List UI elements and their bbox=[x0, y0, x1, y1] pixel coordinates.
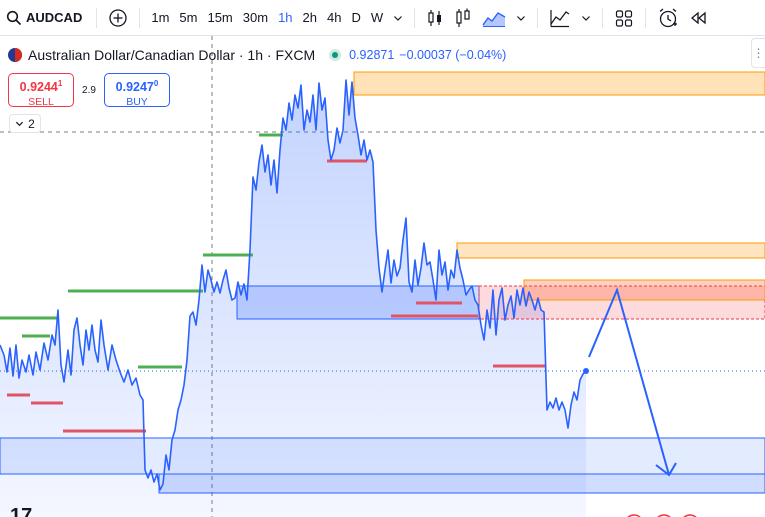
toolbar-divider bbox=[537, 7, 539, 28]
buy-price: 0.9247 bbox=[115, 80, 154, 95]
alert-button[interactable] bbox=[652, 5, 684, 31]
area-chart-button[interactable] bbox=[477, 5, 511, 31]
replay-icon bbox=[691, 11, 706, 24]
toolbar-divider bbox=[645, 7, 647, 28]
area-chart-icon bbox=[482, 11, 506, 27]
chart-type-dropdown-button[interactable] bbox=[511, 5, 531, 31]
interval-2h[interactable]: 2h bbox=[302, 10, 317, 25]
chart-legend: Australian Dollar/Canadian Dollar · 1h ·… bbox=[8, 47, 506, 63]
indicators-dropdown-button[interactable] bbox=[576, 5, 596, 31]
replay-button[interactable] bbox=[684, 5, 714, 31]
chevron-down-icon bbox=[394, 15, 403, 21]
search-icon bbox=[6, 10, 22, 25]
chart-pane[interactable]: 17 Australian Dollar/Canadian Dollar · 1… bbox=[0, 36, 765, 517]
buy-price-pip: 0 bbox=[153, 79, 159, 88]
alert-icon bbox=[659, 8, 678, 27]
layout-grid-icon bbox=[616, 9, 633, 27]
chevron-down-icon bbox=[517, 15, 526, 21]
market-status-icon[interactable] bbox=[329, 49, 342, 61]
indicators-count: 2 bbox=[28, 116, 35, 131]
event-marker bbox=[627, 514, 641, 517]
indicators-icon bbox=[550, 9, 570, 27]
trade-buttons: 0.92441 SELL 2.9 0.92470 BUY bbox=[8, 73, 170, 109]
add-symbol-icon bbox=[109, 8, 127, 27]
indicators-button[interactable] bbox=[544, 5, 576, 31]
event-marker bbox=[657, 514, 671, 517]
price-area bbox=[0, 80, 586, 517]
indicators-collapse-button[interactable]: 2 bbox=[9, 114, 41, 133]
layout-button[interactable] bbox=[609, 5, 639, 31]
bar-chart-button[interactable] bbox=[421, 5, 449, 31]
interval-1m[interactable]: 1m bbox=[151, 10, 170, 25]
chevron-down-icon bbox=[582, 15, 591, 21]
buy-label: BUY bbox=[126, 96, 148, 109]
sell-price-pip: 1 bbox=[57, 79, 63, 88]
interval-5m[interactable]: 5m bbox=[179, 10, 198, 25]
event-marker bbox=[683, 514, 697, 517]
watermark-logo: 17 bbox=[10, 505, 32, 517]
chevron-down-icon bbox=[16, 121, 24, 127]
currency-flag-icon bbox=[8, 48, 22, 62]
price-line bbox=[0, 79, 587, 491]
demand-zone-bottom-wide bbox=[0, 437, 765, 475]
candlestick-icon bbox=[456, 8, 470, 27]
sell-price: 0.9244 bbox=[19, 80, 58, 95]
interval-dropdown-button[interactable] bbox=[388, 5, 408, 31]
toolbar-divider bbox=[414, 7, 416, 28]
supply-zone-upper-mid bbox=[456, 242, 765, 259]
projection-arrowhead bbox=[655, 462, 677, 477]
spread-value: 2.9 bbox=[82, 84, 96, 96]
add-symbol-button[interactable] bbox=[103, 5, 133, 31]
interval-30m[interactable]: 30m bbox=[242, 10, 269, 25]
last-price: 0.92871 bbox=[349, 48, 395, 62]
symbol-title[interactable]: Australian Dollar/Canadian Dollar · 1h ·… bbox=[28, 47, 316, 63]
last-price-marker bbox=[583, 368, 589, 374]
top-toolbar: AUDCAD 1m 5m 15m 30m 1h 2h 4h D W bbox=[0, 0, 765, 36]
sell-label: SELL bbox=[28, 96, 54, 109]
supply-zone-top bbox=[353, 71, 765, 96]
interval-15m[interactable]: 15m bbox=[207, 10, 233, 25]
supply-zone-orange-band bbox=[523, 279, 765, 301]
toolbar-divider bbox=[96, 7, 98, 28]
right-panel-handle[interactable]: ⋮ bbox=[751, 38, 765, 68]
price-chart[interactable]: 17 bbox=[0, 36, 765, 517]
interval-W[interactable]: W bbox=[370, 10, 384, 25]
demand-zone-bottom-base bbox=[158, 473, 765, 494]
bar-chart-icon bbox=[428, 9, 442, 26]
buy-button[interactable]: 0.92470 BUY bbox=[104, 73, 170, 109]
interval-1h[interactable]: 1h bbox=[278, 10, 293, 25]
candlestick-button[interactable] bbox=[449, 5, 477, 31]
toolbar-divider bbox=[602, 7, 604, 28]
drag-handle-icon: ⋮ bbox=[752, 46, 765, 60]
sell-button[interactable]: 0.92441 SELL bbox=[8, 73, 74, 109]
interval-4h[interactable]: 4h bbox=[327, 10, 342, 25]
symbol-search-button[interactable]: AUDCAD bbox=[0, 0, 90, 35]
price-change: −0.00037 (−0.04%) bbox=[399, 48, 507, 62]
symbol-name: AUDCAD bbox=[26, 10, 83, 25]
interval-D[interactable]: D bbox=[351, 10, 361, 25]
toolbar-divider bbox=[139, 7, 141, 28]
projection-path bbox=[588, 286, 670, 476]
